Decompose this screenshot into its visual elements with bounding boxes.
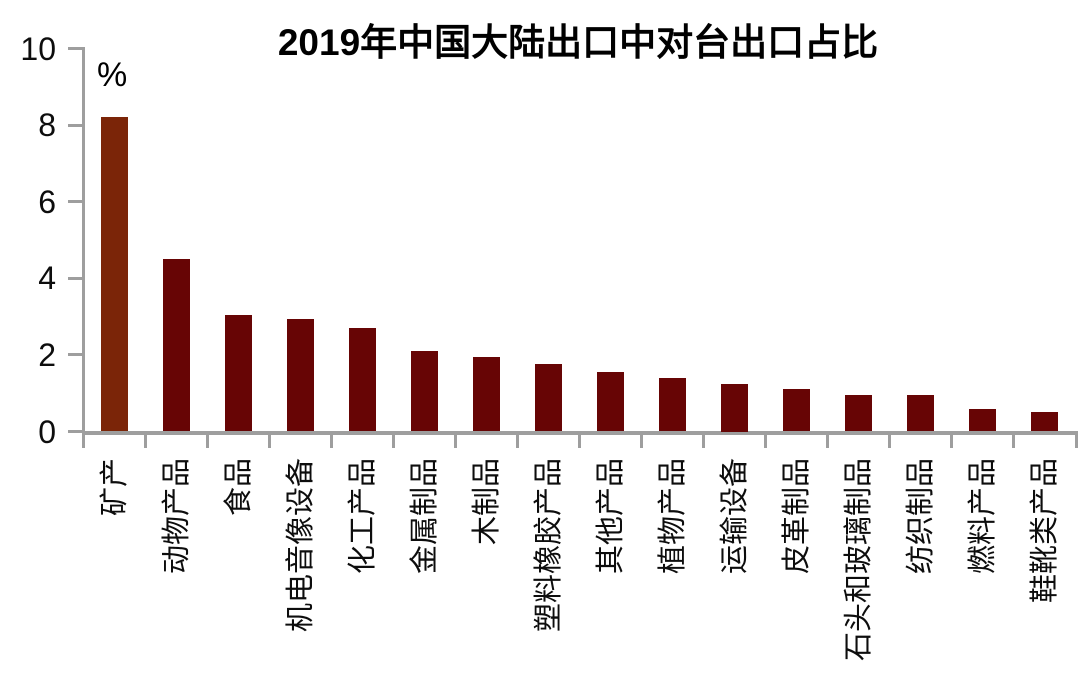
bar [721, 383, 749, 432]
x-axis-label-text: 植物产品 [656, 458, 689, 575]
x-axis-label-text: 燃料产品 [966, 458, 999, 575]
bar [287, 318, 315, 432]
y-axis-unit-label: % [97, 56, 128, 94]
y-axis-tick-label: 0 [38, 413, 56, 450]
x-axis-tick [888, 433, 892, 448]
bar [473, 356, 501, 432]
bar [163, 259, 191, 432]
y-axis-tick-label: 6 [38, 183, 56, 220]
x-axis-tick [82, 433, 85, 448]
y-axis-tick-label: 8 [38, 107, 56, 144]
y-axis-tick [67, 353, 84, 357]
x-axis-line [81, 430, 1078, 435]
x-axis-tick [950, 433, 954, 448]
x-axis-label-text: 机电音像设备 [284, 458, 317, 633]
x-axis-label-text: 石头和玻璃制品 [842, 458, 875, 662]
bar [659, 377, 687, 432]
x-axis-label-text: 金属制品 [408, 458, 441, 575]
y-axis-tick-label: 4 [38, 260, 56, 297]
bar [783, 389, 811, 432]
x-axis-label-text: 纺织制品 [904, 458, 937, 575]
y-axis-tick-label: 2 [38, 336, 56, 373]
bar [1031, 412, 1059, 432]
x-axis-tick [206, 433, 210, 448]
chart-title: 2019年中国大陆出口中对台出口占比 [277, 22, 879, 63]
x-axis-tick [1012, 433, 1016, 448]
bar [845, 395, 873, 432]
x-axis-label-text: 皮革制品 [780, 458, 813, 575]
y-axis-tick-label: 10 [20, 30, 56, 67]
x-axis-tick [702, 433, 706, 448]
x-axis-label-text: 其他产品 [594, 458, 627, 575]
y-axis-tick [67, 430, 84, 433]
x-axis-label-text: 化工产品 [346, 458, 379, 575]
x-axis-label-text: 运输设备 [718, 458, 751, 575]
x-axis-label-text: 动物产品 [160, 458, 193, 575]
x-axis-tick [826, 433, 830, 448]
bar [411, 351, 439, 432]
bar [907, 395, 935, 432]
x-axis-tick [578, 433, 582, 448]
y-axis-tick [67, 200, 84, 204]
x-axis-tick [764, 433, 768, 448]
bar [349, 328, 377, 432]
y-axis-tick [67, 47, 84, 50]
x-axis-label-text: 木制品 [470, 458, 503, 546]
x-axis-tick [330, 433, 334, 448]
x-axis-label-text: 矿产 [98, 458, 131, 517]
x-axis-tick [516, 433, 520, 448]
x-axis-tick [640, 433, 644, 448]
bar [535, 364, 563, 432]
x-axis-tick [268, 433, 272, 448]
x-axis-tick [392, 433, 396, 448]
x-axis-label-text: 食品 [222, 458, 255, 517]
y-axis-tick [67, 276, 84, 280]
x-axis-label-text: 塑料橡胶产品 [532, 458, 565, 633]
y-axis-tick [67, 123, 84, 127]
bar [225, 314, 253, 432]
bar [597, 372, 625, 432]
x-axis-tick [454, 433, 458, 448]
x-axis-label-text: 鞋靴类产品 [1028, 458, 1061, 604]
bar [969, 408, 997, 432]
bar [101, 117, 129, 432]
y-axis-line [81, 46, 85, 435]
x-axis-tick [144, 433, 148, 448]
x-axis-tick [1074, 433, 1078, 448]
